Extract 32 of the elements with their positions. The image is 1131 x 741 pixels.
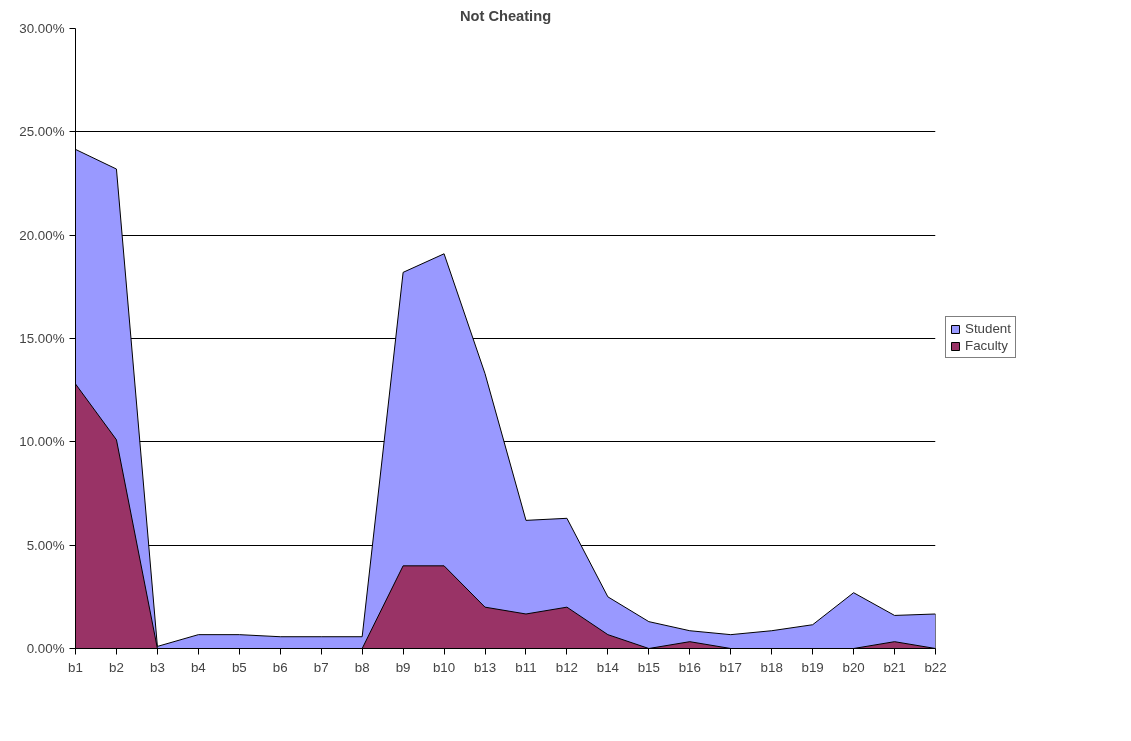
x-tick-label: b20 bbox=[842, 659, 865, 675]
y-tick-label: 30.00% bbox=[19, 21, 65, 36]
x-tick-label: b10 bbox=[432, 659, 456, 675]
x-tick-label: b18 bbox=[760, 659, 783, 675]
x-tick-label: b2 bbox=[109, 659, 124, 675]
x-tick-label: b12 bbox=[555, 659, 579, 675]
x-tick-label: b4 bbox=[190, 659, 207, 675]
y-tick-label: 20.00% bbox=[19, 227, 65, 243]
x-tick-label: b5 bbox=[231, 659, 247, 675]
x-tick-label: b17 bbox=[719, 659, 742, 675]
x-tick-label: b13 bbox=[473, 659, 497, 675]
x-tick-label: b21 bbox=[883, 659, 906, 675]
x-tick-label: b7 bbox=[313, 659, 329, 675]
y-tick-label: 15.00% bbox=[19, 331, 65, 346]
x-tick-label: b22 bbox=[924, 659, 947, 675]
y-tick-label: 0.00% bbox=[26, 641, 65, 656]
x-tick-label: b3 bbox=[149, 659, 165, 675]
chart-title: Not Cheating bbox=[459, 7, 552, 24]
y-tick-label: 25.00% bbox=[19, 124, 65, 140]
y-tick-label: 5.00% bbox=[26, 537, 65, 553]
x-tick-label: b15 bbox=[637, 659, 660, 675]
x-tick-label: b1 bbox=[68, 659, 83, 675]
x-tick-label: b6 bbox=[272, 659, 288, 675]
x-tick-label: b14 bbox=[596, 659, 620, 675]
legend-label: Faculty bbox=[965, 338, 1008, 353]
x-tick-label: b11 bbox=[515, 659, 537, 675]
x-tick-label: b9 bbox=[395, 659, 411, 675]
x-tick-label: b19 bbox=[801, 659, 824, 675]
legend-label: Student bbox=[965, 321, 1011, 336]
y-tick-label: 10.00% bbox=[19, 434, 65, 450]
x-tick-label: b8 bbox=[354, 659, 370, 675]
x-tick-label: b16 bbox=[678, 659, 701, 675]
